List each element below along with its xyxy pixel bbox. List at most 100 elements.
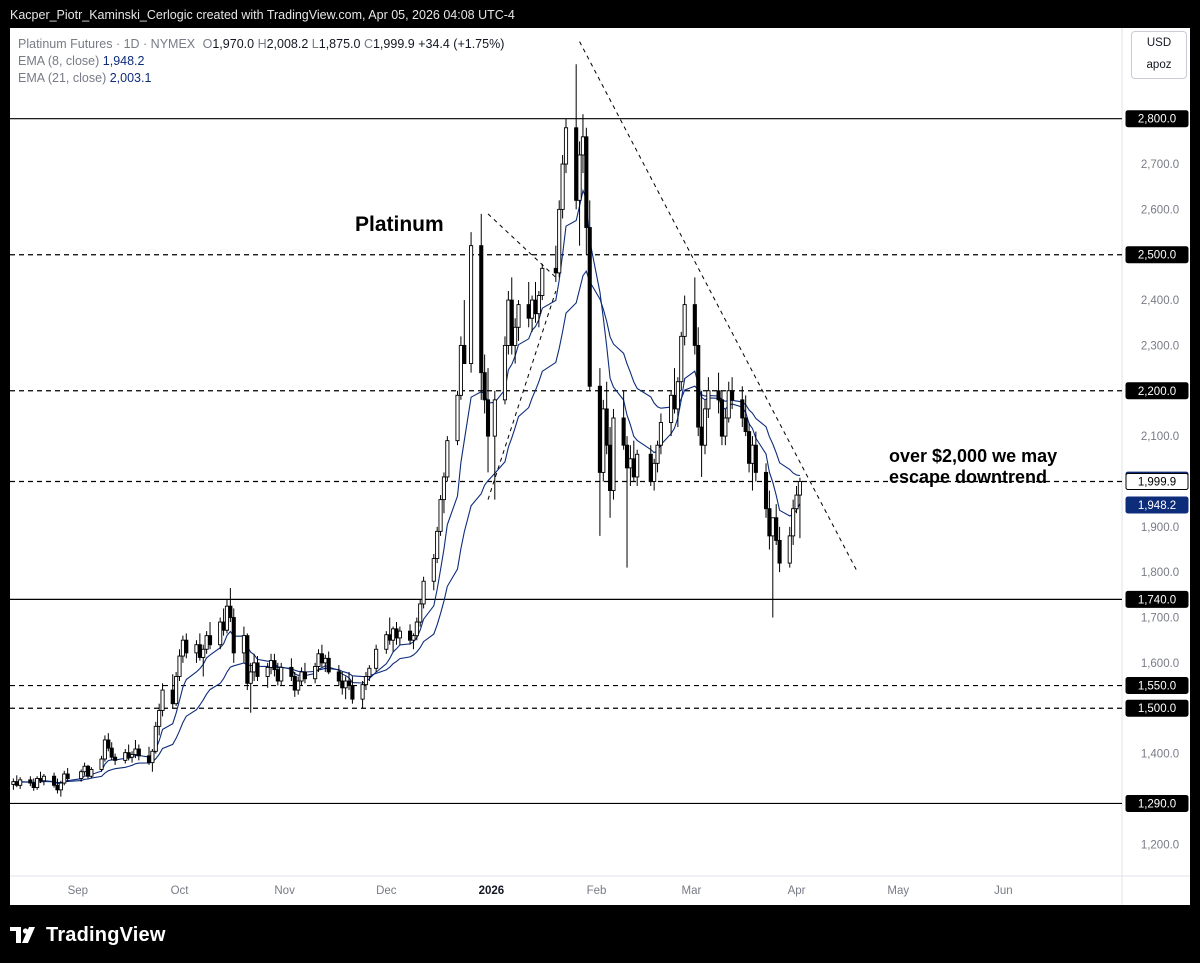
ema8-row[interactable]: EMA (8, close) 1,948.2 bbox=[18, 53, 504, 70]
candle-body[interactable] bbox=[431, 558, 436, 582]
candle-body[interactable] bbox=[82, 765, 87, 773]
candle-body[interactable] bbox=[177, 655, 182, 677]
candle-body[interactable] bbox=[65, 773, 70, 779]
candle-body[interactable] bbox=[652, 462, 657, 482]
candle-body[interactable] bbox=[587, 227, 592, 387]
candle-body[interactable] bbox=[648, 453, 653, 482]
candle-body[interactable] bbox=[560, 163, 565, 210]
candle-body[interactable] bbox=[692, 304, 697, 346]
candle-body[interactable] bbox=[201, 648, 206, 658]
candle-body[interactable] bbox=[418, 603, 423, 623]
candle-body[interactable] bbox=[109, 747, 114, 758]
candle-body[interactable] bbox=[265, 666, 270, 677]
candle-body[interactable] bbox=[723, 417, 728, 437]
candle-body[interactable] bbox=[763, 471, 769, 510]
candle-body[interactable] bbox=[28, 779, 33, 784]
candle-body[interactable] bbox=[635, 453, 640, 478]
candle-body[interactable] bbox=[218, 621, 223, 646]
candle-body[interactable] bbox=[11, 781, 16, 785]
candle-body[interactable] bbox=[221, 621, 226, 631]
candle-body[interactable] bbox=[502, 344, 508, 401]
candle-body[interactable] bbox=[407, 630, 413, 641]
candle-body[interactable] bbox=[157, 710, 162, 727]
candle-body[interactable] bbox=[272, 660, 277, 671]
candle-body[interactable] bbox=[679, 335, 684, 383]
candle-body[interactable] bbox=[316, 653, 321, 667]
candle-body[interactable] bbox=[367, 667, 372, 677]
candle-body[interactable] bbox=[302, 671, 308, 680]
candle-body[interactable] bbox=[516, 304, 521, 328]
candle-body[interactable] bbox=[462, 344, 467, 365]
candle-body[interactable] bbox=[360, 684, 365, 700]
candle-body[interactable] bbox=[394, 628, 399, 639]
candle-body[interactable] bbox=[170, 689, 175, 705]
candle-body[interactable] bbox=[153, 725, 158, 752]
candle-body[interactable] bbox=[655, 444, 660, 464]
candle-body[interactable] bbox=[628, 458, 633, 469]
candle-body[interactable] bbox=[35, 778, 40, 789]
candle-body[interactable] bbox=[18, 779, 23, 786]
currency-selector[interactable]: USD apoz bbox=[1131, 31, 1187, 79]
candle-body[interactable] bbox=[326, 657, 331, 673]
candle-body[interactable] bbox=[184, 639, 189, 654]
candle-body[interactable] bbox=[699, 426, 704, 446]
candle-body[interactable] bbox=[275, 669, 280, 682]
candle-body[interactable] bbox=[730, 390, 735, 401]
candle-body[interactable] bbox=[533, 299, 538, 315]
candle-body[interactable] bbox=[787, 535, 792, 564]
candle-body[interactable] bbox=[526, 304, 531, 319]
candle-body[interactable] bbox=[672, 394, 677, 410]
candle-body[interactable] bbox=[438, 499, 443, 532]
currency-label[interactable]: USD bbox=[1146, 37, 1172, 49]
candle-body[interactable] bbox=[631, 458, 636, 478]
candle-body[interactable] bbox=[245, 635, 250, 684]
candle-body[interactable] bbox=[268, 660, 274, 668]
candle-body[interactable] bbox=[455, 394, 460, 442]
candle-body[interactable] bbox=[767, 508, 772, 537]
candle-body[interactable] bbox=[289, 666, 294, 677]
candle-body[interactable] bbox=[509, 299, 514, 346]
candle-body[interactable] bbox=[296, 680, 301, 691]
candle-body[interactable] bbox=[604, 408, 609, 446]
price-chart[interactable]: 1,200.0 1,400.0 1,600.0 1,700.0 1,800.0 1,900… bbox=[10, 28, 1190, 905]
candle-body[interactable] bbox=[323, 657, 328, 664]
candle-body[interactable] bbox=[180, 639, 185, 657]
candle-body[interactable] bbox=[52, 775, 57, 786]
candle-body[interactable] bbox=[126, 752, 131, 758]
candle-body[interactable] bbox=[204, 635, 209, 650]
candle-body[interactable] bbox=[129, 754, 135, 758]
candle-body[interactable] bbox=[207, 635, 213, 646]
candle-body[interactable] bbox=[557, 208, 562, 274]
candle-body[interactable] bbox=[777, 539, 782, 564]
candle-body[interactable] bbox=[38, 778, 43, 782]
candle-body[interactable] bbox=[99, 758, 104, 770]
candle-body[interactable] bbox=[445, 440, 450, 478]
candle-body[interactable] bbox=[319, 653, 324, 664]
candle-body[interactable] bbox=[740, 399, 745, 419]
candle-body[interactable] bbox=[136, 748, 141, 757]
candle-body[interactable] bbox=[774, 517, 779, 541]
candle-body[interactable] bbox=[797, 481, 802, 496]
candle-body[interactable] bbox=[89, 768, 94, 777]
candle-body[interactable] bbox=[479, 245, 484, 374]
chart-panel[interactable]: 1,200.0 1,400.0 1,600.0 1,700.0 1,800.0 1,900… bbox=[10, 28, 1190, 905]
candle-body[interactable] bbox=[224, 605, 230, 631]
candle-body[interactable] bbox=[299, 671, 304, 682]
candle-body[interactable] bbox=[374, 648, 379, 669]
candle-body[interactable] bbox=[41, 775, 46, 782]
candle-body[interactable] bbox=[252, 662, 257, 673]
candle-body[interactable] bbox=[669, 394, 674, 423]
candle-body[interactable] bbox=[14, 781, 19, 786]
candle-body[interactable] bbox=[255, 662, 260, 677]
candle-body[interactable] bbox=[343, 680, 348, 689]
candle-body[interactable] bbox=[346, 680, 352, 686]
candle-body[interactable] bbox=[706, 390, 711, 410]
candle-body[interactable] bbox=[146, 755, 152, 764]
candle-body[interactable] bbox=[194, 644, 199, 654]
candle-body[interactable] bbox=[435, 530, 440, 560]
candle-body[interactable] bbox=[696, 344, 701, 428]
candle-body[interactable] bbox=[577, 154, 582, 201]
candle-body[interactable] bbox=[530, 299, 535, 319]
candle-body[interactable] bbox=[133, 748, 138, 755]
candle-body[interactable] bbox=[743, 417, 748, 433]
